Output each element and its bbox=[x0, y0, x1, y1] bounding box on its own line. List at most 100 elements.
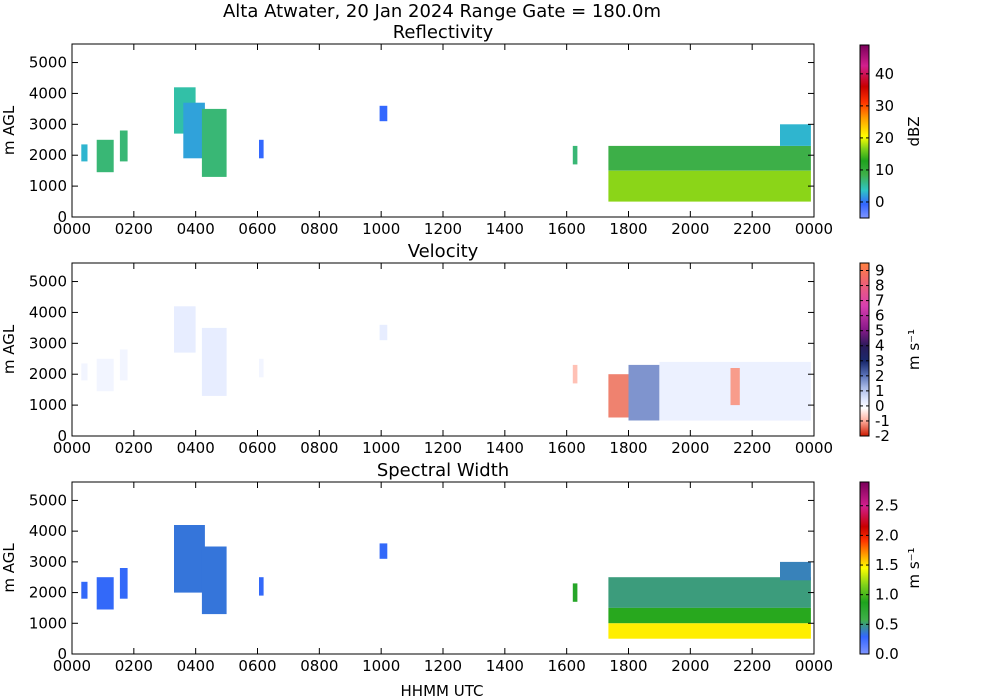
x-tick-label: 0800 bbox=[300, 220, 338, 238]
y-tick-label: 3000 bbox=[29, 553, 67, 571]
y-tick-label: 0 bbox=[57, 208, 67, 226]
heatmap-cell bbox=[608, 577, 811, 608]
y-axis-label: m AGL bbox=[0, 324, 18, 374]
y-tick-label: 2000 bbox=[29, 584, 67, 602]
x-tick-label: 0400 bbox=[177, 220, 215, 238]
panel-2: Spectral Width 0000 0200 0400 0600 0800 1000 12… bbox=[0, 460, 923, 675]
heatmap-cell bbox=[379, 105, 388, 122]
y-tick-label: 5000 bbox=[29, 273, 67, 291]
colorbar-tick-label: 2.5 bbox=[875, 497, 899, 515]
x-tick-label: 1600 bbox=[548, 657, 586, 675]
y-tick-label: 4000 bbox=[29, 522, 67, 540]
heatmap-cell bbox=[201, 108, 227, 177]
x-tick-label: 1200 bbox=[424, 657, 462, 675]
heatmap-cell bbox=[119, 130, 128, 162]
y-tick-label: 2000 bbox=[29, 365, 67, 383]
x-tick-label: 2200 bbox=[733, 439, 771, 457]
heatmap-cell bbox=[259, 577, 264, 596]
colorbar-tick-label: 0.0 bbox=[875, 645, 899, 663]
x-tick-label: 2000 bbox=[671, 220, 709, 238]
y-tick-label: 5000 bbox=[29, 54, 67, 72]
colorbar-tick-label: 20 bbox=[875, 129, 894, 147]
x-tick-label: 1800 bbox=[609, 220, 647, 238]
y-tick-label: 1000 bbox=[29, 177, 67, 195]
colorbar-tick-label: 0 bbox=[875, 397, 885, 415]
heatmap-cell bbox=[81, 581, 88, 599]
heatmap-cell bbox=[379, 324, 388, 341]
x-tick-label: 0800 bbox=[300, 657, 338, 675]
heatmap-cell bbox=[174, 525, 205, 593]
colorbar-tick-label: 1.0 bbox=[875, 586, 899, 604]
x-axis-label: HHMM UTC bbox=[401, 682, 484, 700]
heatmap-cell bbox=[96, 358, 114, 392]
x-tick-label: 0000 bbox=[795, 439, 833, 457]
heatmap-cell bbox=[201, 546, 227, 615]
x-tick-label: 0000 bbox=[53, 439, 91, 457]
colorbar-tick-label: 6 bbox=[875, 307, 885, 325]
x-tick-label: 0400 bbox=[177, 657, 215, 675]
x-tick-label: 1600 bbox=[548, 439, 586, 457]
colorbar-tick-label: 2.0 bbox=[875, 526, 899, 544]
colorbar-tick-label: -2 bbox=[875, 427, 890, 445]
colorbar-tick-label: 3 bbox=[875, 352, 885, 370]
colorbar-tick-label: 1.5 bbox=[875, 556, 899, 574]
y-tick-label: 4000 bbox=[29, 84, 67, 102]
heatmap-cell bbox=[572, 583, 578, 602]
colorbar-tick-label: 4 bbox=[875, 337, 885, 355]
x-tick-label: 1000 bbox=[362, 439, 400, 457]
x-tick-label: 2000 bbox=[671, 657, 709, 675]
x-tick-label: 1000 bbox=[362, 220, 400, 238]
colorbar-tick-label: 0.5 bbox=[875, 615, 899, 633]
x-tick-label: 0000 bbox=[795, 220, 833, 238]
heatmap-cell bbox=[119, 568, 128, 599]
heatmap-cell bbox=[608, 145, 811, 171]
x-tick-label: 0600 bbox=[238, 220, 276, 238]
colorbar-label: dBZ bbox=[905, 116, 923, 146]
heatmap-cell bbox=[780, 124, 811, 146]
heatmap-cell bbox=[608, 170, 811, 202]
heatmap-cell bbox=[96, 139, 114, 173]
x-tick-label: 1400 bbox=[486, 439, 524, 457]
y-tick-label: 0 bbox=[57, 427, 67, 445]
heatmap-cell bbox=[780, 561, 811, 581]
y-tick-label: 0 bbox=[57, 645, 67, 663]
x-tick-label: 0400 bbox=[177, 439, 215, 457]
heatmap-cell bbox=[119, 349, 128, 381]
colorbar-tick-label: 10 bbox=[875, 161, 894, 179]
colorbar-tick-label: 9 bbox=[875, 262, 885, 280]
x-tick-label: 1400 bbox=[486, 657, 524, 675]
heatmap-cell bbox=[628, 364, 660, 421]
x-tick-label: 0000 bbox=[53, 220, 91, 238]
x-tick-label: 0000 bbox=[795, 657, 833, 675]
panel-title: Velocity bbox=[408, 241, 479, 262]
colorbar-tick-label: 30 bbox=[875, 97, 894, 115]
heatmap-cell bbox=[608, 623, 811, 639]
heatmap-cell bbox=[259, 139, 264, 159]
colorbar-tick-label: 40 bbox=[875, 65, 894, 83]
y-tick-label: 3000 bbox=[29, 115, 67, 133]
colorbar-tick-label: 0 bbox=[875, 193, 885, 211]
heatmap-cell bbox=[81, 363, 88, 381]
x-tick-label: 1200 bbox=[424, 439, 462, 457]
x-tick-label: 1400 bbox=[486, 220, 524, 238]
panel-title: Reflectivity bbox=[393, 22, 494, 43]
colorbar bbox=[859, 44, 870, 219]
heatmap-cell bbox=[730, 368, 740, 406]
x-tick-label: 1800 bbox=[609, 657, 647, 675]
x-tick-label: 0800 bbox=[300, 439, 338, 457]
y-tick-label: 1000 bbox=[29, 614, 67, 632]
y-tick-label: 2000 bbox=[29, 146, 67, 164]
heatmap-cell bbox=[81, 144, 88, 162]
heatmap-cell bbox=[608, 607, 811, 624]
colorbar-tick-label: 5 bbox=[875, 322, 885, 340]
x-tick-label: 0600 bbox=[238, 657, 276, 675]
colorbar bbox=[859, 262, 870, 437]
heatmap-cell bbox=[572, 145, 578, 165]
colorbar-label: m s⁻¹ bbox=[905, 547, 923, 588]
x-tick-label: 0200 bbox=[115, 439, 153, 457]
heatmap-cell bbox=[174, 306, 196, 353]
colorbar-label: m s⁻¹ bbox=[905, 329, 923, 370]
